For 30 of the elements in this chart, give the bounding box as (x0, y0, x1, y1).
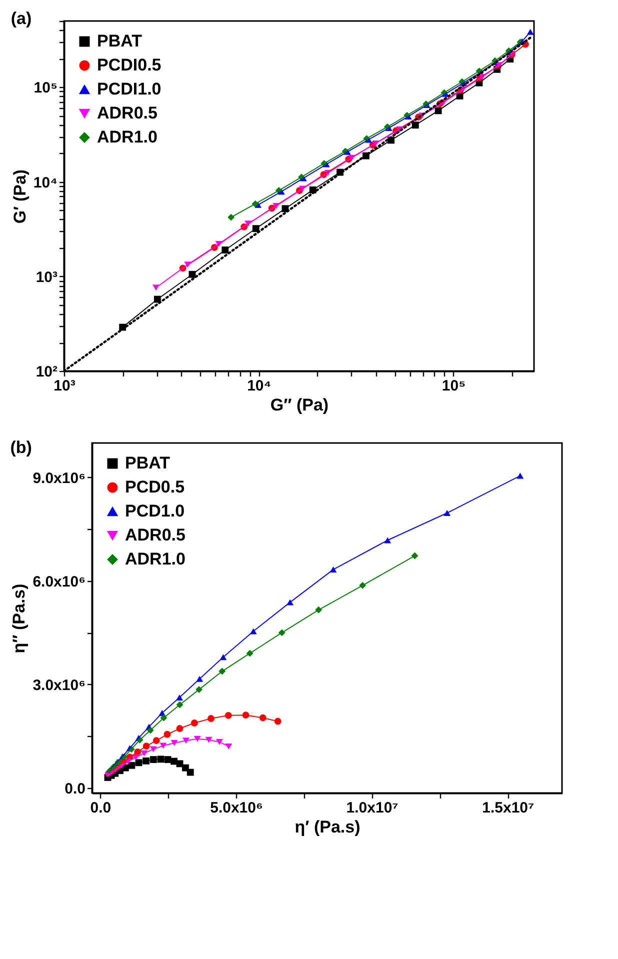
y-axis-title: η″ (Pa.s) (10, 584, 29, 654)
legend-label: ADR0.5 (97, 104, 158, 122)
y-tick-label: 9.0x10⁶ (32, 470, 86, 487)
x-tick-label: 1.0x10⁷ (346, 800, 398, 816)
legend-label: PCD1.0 (125, 502, 185, 520)
chart-title: (b) (10, 438, 32, 457)
y-tick-label: 10² (36, 364, 58, 380)
legend-label: PCD0.5 (125, 478, 185, 496)
x-axis-title: η′ (Pa.s) (294, 818, 360, 836)
legend-label: PBAT (125, 454, 171, 472)
x-axis-title: G″ (Pa) (270, 396, 329, 414)
y-tick-label: 3.0x10⁶ (32, 676, 86, 694)
y-tick-label: 0.0 (64, 780, 86, 798)
y-axis-title: G′ (Pa) (10, 169, 30, 224)
x-tick-label: 1.5x10⁷ (482, 800, 534, 816)
legend-label: PCDI1.0 (97, 80, 162, 98)
chart-title: (a) (10, 9, 32, 28)
x-tick-label: 10⁵ (442, 378, 466, 394)
x-tick-label: 10⁴ (247, 378, 272, 394)
y-tick-label: 6.0x10⁶ (32, 573, 86, 590)
y-tick-label: 10³ (36, 268, 58, 286)
y-tick-label: 10⁵ (34, 80, 58, 97)
legend-label: ADR0.5 (125, 526, 186, 544)
x-tick-label: 0.0 (90, 800, 112, 816)
legend-label: PBAT (97, 32, 143, 50)
y-tick-label: 10⁴ (33, 174, 58, 192)
x-tick-label: 5.0x10⁶ (210, 800, 263, 816)
legend-label: PCDI0.5 (97, 56, 162, 74)
legend-label: ADR1.0 (97, 128, 158, 146)
legend-label: ADR1.0 (125, 550, 186, 568)
